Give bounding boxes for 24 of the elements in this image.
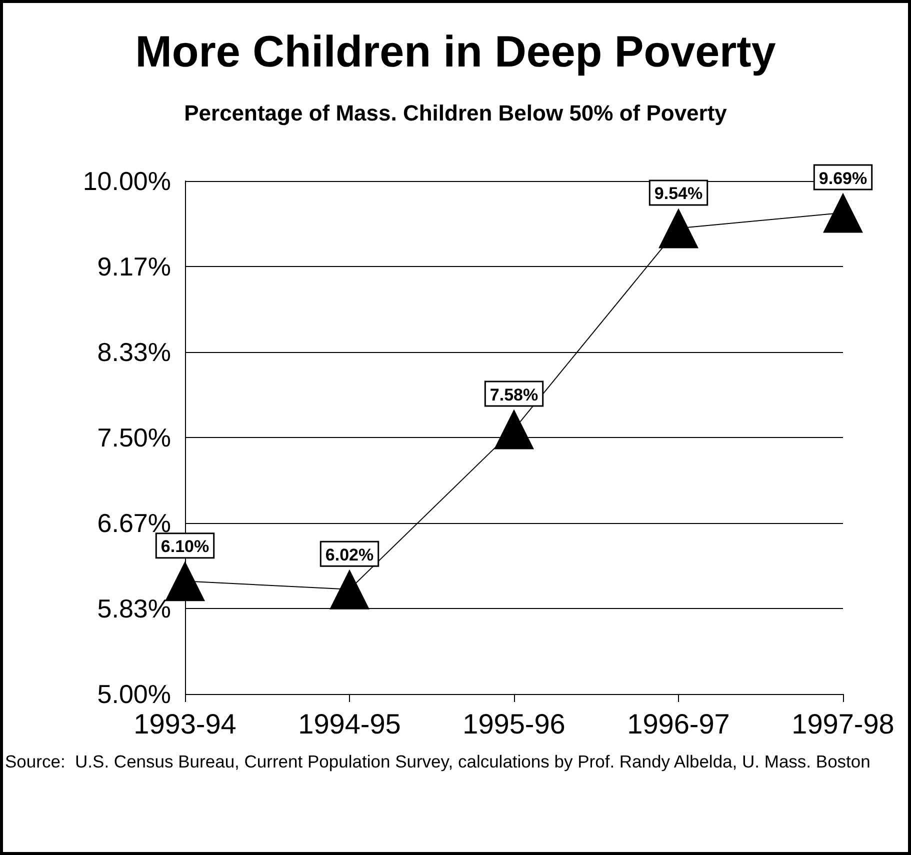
y-tick-label: 5.83% [97,594,171,624]
data-label: 9.69% [818,168,868,188]
source-note: Source: U.S. Census Bureau, Current Population Survey, calculations by Prof. Randy Albelda, U. Mass. Boston [5,752,870,772]
x-tick-label: 1996-97 [627,708,730,740]
data-label: 6.02% [325,545,374,564]
point [494,409,534,450]
point [823,192,863,233]
x-tick-label: 1997-98 [792,708,894,740]
point [658,208,698,248]
x-tick-label: 1993-94 [134,708,236,740]
chart-title: More Children in Deep Poverty [135,28,776,76]
y-tick-label: 7.50% [97,422,171,452]
data-label: 9.54% [654,184,703,204]
data-label: 7.58% [490,385,538,404]
x-tick-label: 1995-96 [462,708,566,740]
x-tick-label: 1994-95 [298,708,401,740]
y-tick-label: 9.17% [97,252,171,282]
point [330,569,370,610]
y-tick-label: 6.67% [97,508,171,538]
y-tick-label: 8.33% [97,337,171,367]
y-tick-label: 10.00% [82,166,171,196]
data-label: 6.10% [160,537,210,556]
y-tick-label: 5.00% [97,679,171,709]
chart-subtitle: Percentage of Mass. Children Below 50% of Poverty [184,100,728,126]
